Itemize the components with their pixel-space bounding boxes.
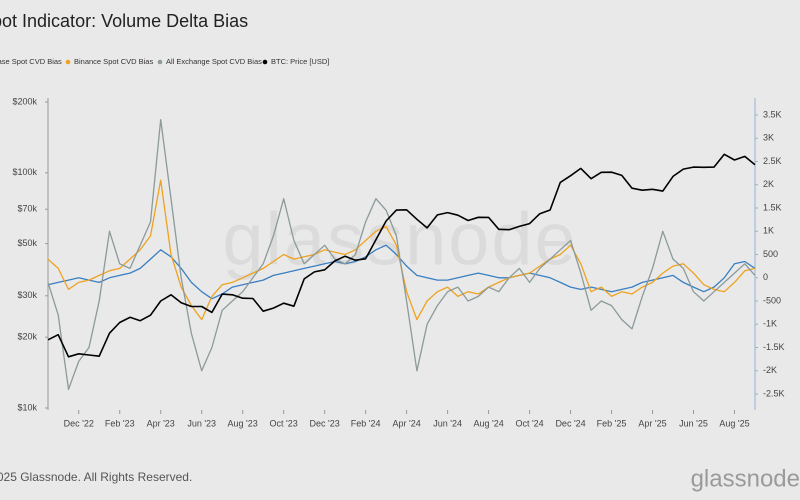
legend-label: Binance Spot CVD Bias [74,57,153,66]
x-tick-label: Dec '23 [310,418,340,428]
legend-label: Coinbase Spot CVD Bias [0,57,62,66]
y2-tick-label: -1K [763,319,777,329]
x-tick-label: Dec '22 [64,418,94,428]
y-tick-label: $100k [12,167,37,177]
y2-tick-label: 1K [763,226,774,236]
x-tick-label: Feb '25 [597,418,627,428]
x-tick-label: Feb '23 [105,418,135,428]
y2-tick-label: -1.5K [763,342,785,352]
legend-swatch [262,59,268,65]
y-tick-label: $30k [17,290,37,300]
y2-tick-label: -2K [763,365,777,375]
y2-tick-label: 0 [763,272,768,282]
x-tick-label: Feb '24 [351,418,381,428]
legend-label: BTC: Price [USD] [271,57,329,66]
x-tick-label: Apr '23 [147,418,175,428]
y2-tick-label: 3K [763,133,774,143]
x-tick-label: Jun '23 [187,418,216,428]
series-line [47,153,756,358]
y2-tick-label: 3.5K [763,109,782,119]
series-line [47,244,756,300]
x-tick-label: Oct '24 [515,418,543,428]
legend-swatch [157,59,163,65]
x-tick-label: Jun '24 [433,418,462,428]
y-tick-label: $70k [17,204,37,214]
logo: glassnode [691,465,800,492]
x-tick-label: Jun '25 [679,418,708,428]
legend-swatch [65,59,71,65]
y2-tick-label: 1.5K [763,202,782,212]
y2-tick-label: -500 [763,295,781,305]
y-tick-label: $10k [17,402,37,412]
y2-tick-label: 2.5K [763,156,782,166]
x-tick-label: Apr '24 [392,418,420,428]
x-tick-label: Aug '25 [719,418,749,428]
series-line [47,119,756,391]
chart-title: Spot Indicator: Volume Delta Bias [0,11,248,31]
y2-tick-label: 2K [763,179,774,189]
y-tick-label: $200k [12,96,37,106]
watermark: glassnode [222,198,577,281]
x-tick-label: Aug '23 [228,418,258,428]
y2-tick-label: 500 [763,249,778,259]
x-tick-label: Oct '23 [270,418,298,428]
x-tick-label: Apr '25 [638,418,666,428]
y2-tick-label: -2.5K [763,388,785,398]
footer: © 2025 Glassnode. All Rights Reserved. [0,470,192,484]
y-tick-label: $50k [17,238,37,248]
x-tick-label: Aug '24 [473,418,503,428]
x-tick-label: Dec '24 [555,418,585,428]
legend-label: All Exchange Spot CVD Bias [166,57,262,66]
y-tick-label: $20k [17,332,37,342]
